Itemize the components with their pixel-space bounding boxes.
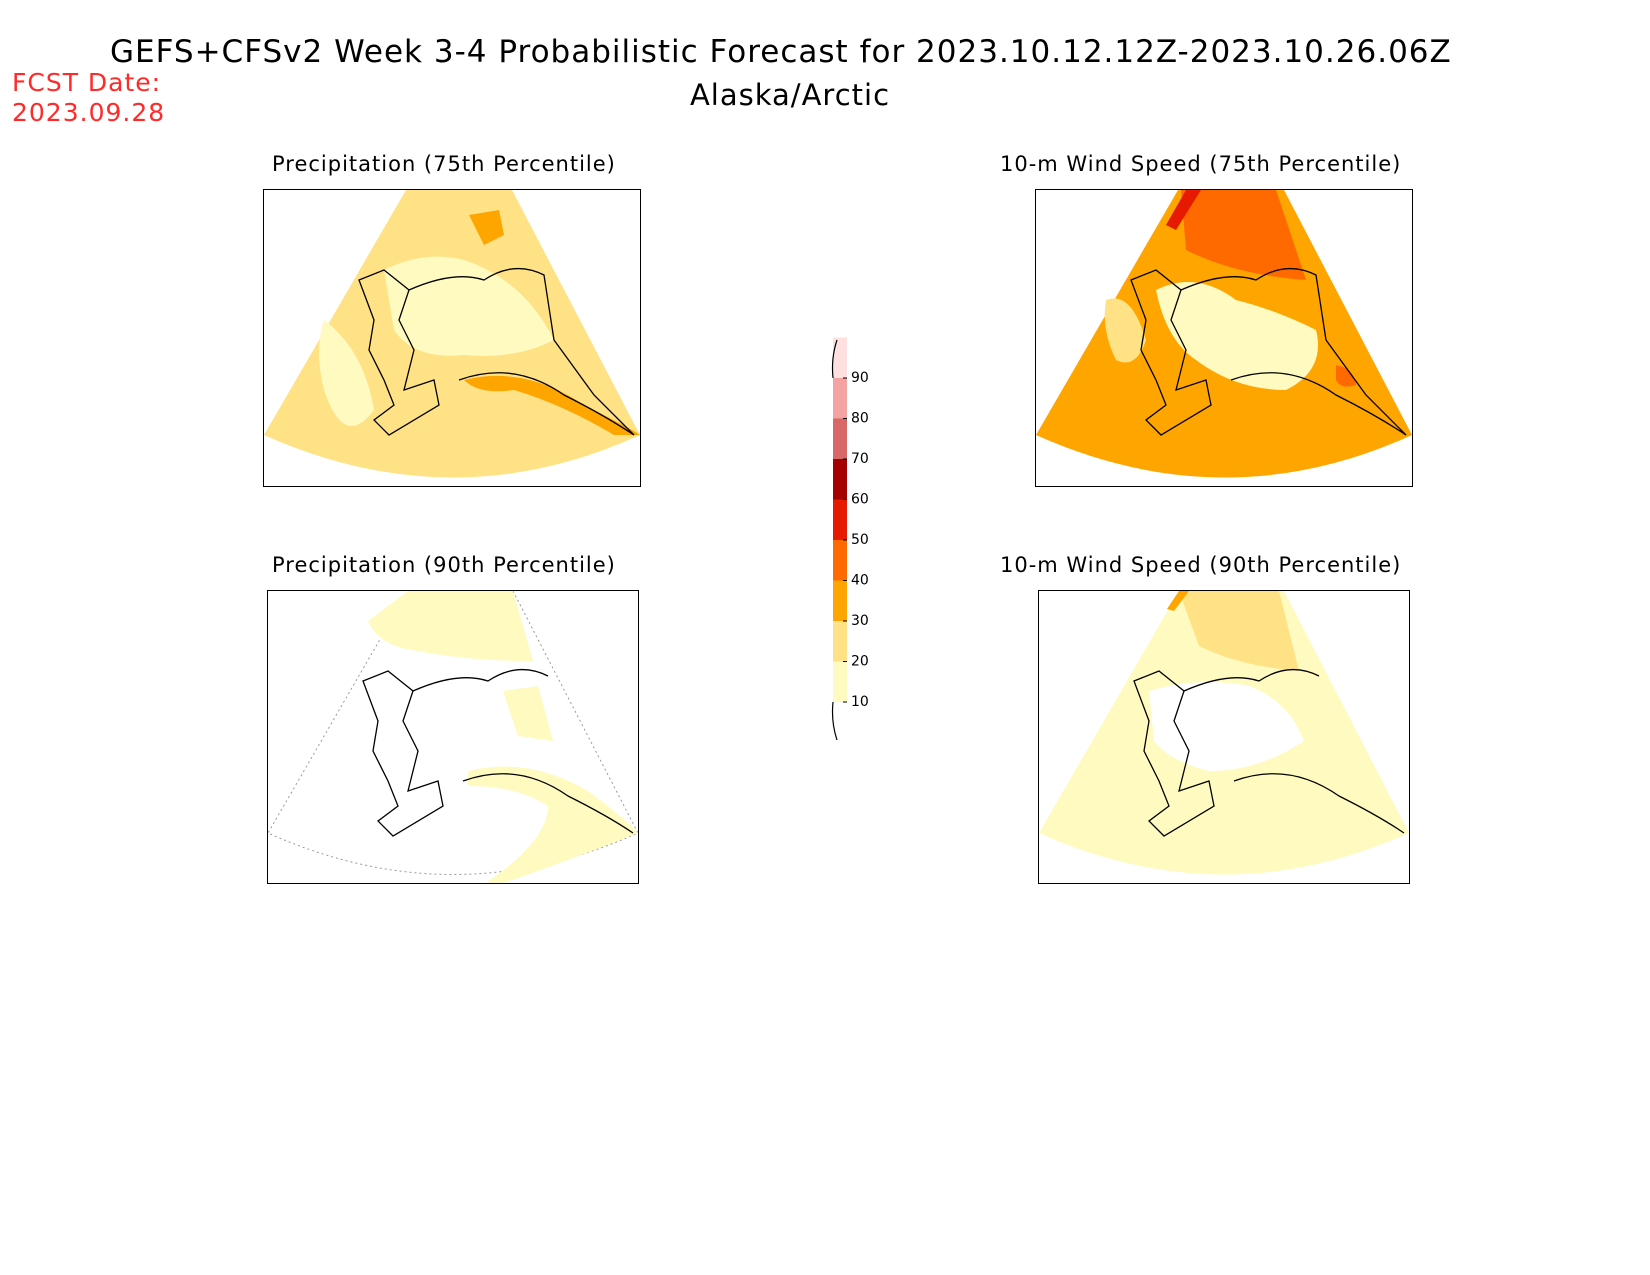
precip90-coastline — [362, 670, 444, 837]
colorbar-label-40: 40 — [851, 573, 869, 589]
colorbar-label-90: 90 — [851, 370, 869, 386]
colorbar-box-70 — [833, 418, 847, 459]
precip75-coastline — [358, 269, 440, 436]
colorbar: 10 20 30 40 50 60 70 80 90 — [831, 337, 869, 740]
colorbar-bottom-arrow — [831, 701, 838, 740]
wind75-fill-20 — [1104, 298, 1146, 363]
wind75-coastline-c — [1230, 372, 1407, 436]
precip75-coastline-c — [458, 372, 635, 436]
panel-title-precip90: Precipitation (90th Percentile) — [272, 553, 616, 577]
precip75-fill-10 — [384, 256, 554, 356]
colorbar-label-10: 10 — [851, 694, 869, 710]
colorbar-label-70: 70 — [851, 451, 869, 467]
colorbar-top-arrow — [831, 339, 838, 379]
map-wind90 — [1038, 590, 1410, 884]
colorbar-boxes — [833, 337, 847, 702]
map-wind75 — [1035, 189, 1413, 487]
map-precip90 — [267, 590, 639, 884]
panel-title-precip75: Precipitation (75th Percentile) — [272, 152, 616, 176]
colorbar-label-30: 30 — [851, 613, 869, 629]
colorbar-label-60: 60 — [851, 492, 869, 508]
colorbar-box-30 — [833, 580, 847, 621]
wind90-coastline-c — [1233, 773, 1405, 834]
figure-title: GEFS+CFSv2 Week 3-4 Probabilistic Foreca… — [110, 34, 1452, 70]
wind75-coastline-b — [1180, 267, 1407, 436]
precip90-fill-10 — [368, 591, 533, 661]
precip90-fill-10b — [468, 766, 638, 883]
forecast-date-value: 2023.09.28 — [12, 98, 166, 127]
wind90-coastline-b — [1183, 668, 1320, 692]
colorbar-box-40 — [833, 540, 847, 581]
colorbar-box-80 — [833, 378, 847, 419]
precip75-fill-30b — [469, 210, 504, 245]
wind75-fill-10 — [1156, 282, 1318, 390]
forecast-date-label: FCST Date: — [12, 68, 162, 97]
precip90-coastline-b — [412, 668, 549, 692]
colorbar-label-50: 50 — [851, 532, 869, 548]
colorbar-label-20: 20 — [851, 654, 869, 670]
precip90-coastline-c — [462, 773, 634, 834]
map-precip75 — [263, 189, 641, 487]
colorbar-label-80: 80 — [851, 411, 869, 427]
precip75-fill-10b — [319, 320, 374, 426]
wind90-fill-20 — [1179, 591, 1299, 671]
precip75-fill-30 — [464, 375, 640, 435]
region-subtitle: Alaska/Arctic — [689, 78, 891, 112]
colorbar-box-60 — [833, 459, 847, 500]
wind75-fill-50 — [1166, 190, 1201, 230]
wind90-fill-30 — [1167, 591, 1189, 611]
wind90-coastline — [1133, 670, 1215, 837]
map-precip75-svg — [264, 190, 640, 478]
precip75-coastline-b — [408, 267, 635, 436]
panel-title-wind90: 10-m Wind Speed (90th Percentile) — [1000, 553, 1402, 577]
map-wind75-svg — [1036, 190, 1412, 478]
colorbar-box-50 — [833, 499, 847, 540]
colorbar-box-10 — [833, 661, 847, 702]
map-precip90-svg — [268, 591, 638, 883]
wind75-coastline — [1130, 269, 1212, 436]
colorbar-box-20 — [833, 621, 847, 662]
colorbar-labels: 10 20 30 40 50 60 70 80 90 — [843, 370, 869, 710]
colorbar-box-90 — [833, 337, 847, 378]
wind75-fill-40b — [1336, 365, 1356, 387]
map-wind90-svg — [1039, 591, 1409, 875]
panel-title-wind75: 10-m Wind Speed (75th Percentile) — [1000, 152, 1402, 176]
wind75-fill-40 — [1181, 190, 1306, 280]
precip90-fill-10c — [503, 686, 553, 741]
